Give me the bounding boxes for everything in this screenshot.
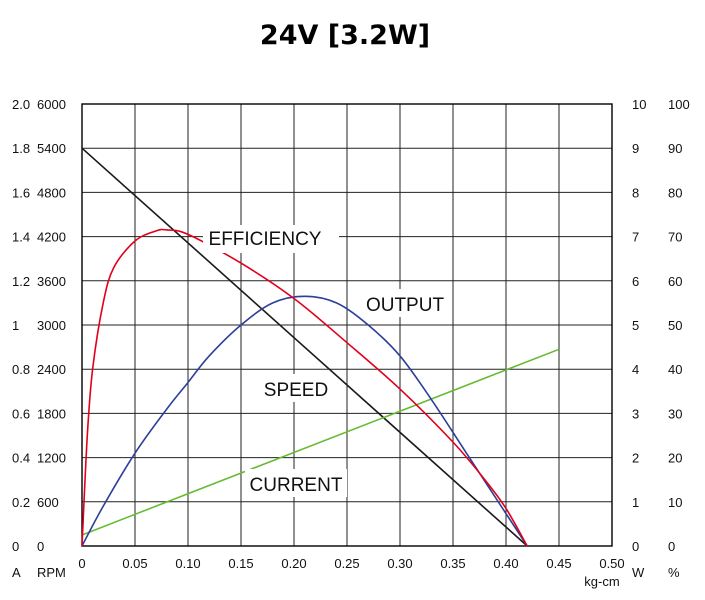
series-output-line — [81, 295, 528, 547]
right-axis-tick-label: 60 — [668, 274, 682, 289]
unit-label-percent: % — [668, 565, 680, 580]
series-labels: EFFICIENCY OUTPUT SPEED CURRENT — [203, 225, 447, 497]
label-background — [245, 469, 347, 497]
label-background — [260, 374, 332, 402]
unit-label-w: W — [632, 565, 645, 580]
plot-frame — [81, 103, 613, 547]
series-label-output: OUTPUT — [366, 295, 445, 316]
right-axis-tick-label: 7 — [632, 230, 639, 245]
unit-label-kg-cm: kg-cm — [584, 574, 619, 589]
left-axis-rpm-tick-label: 4200 — [37, 230, 66, 245]
right-axis-tick-label: 40 — [668, 362, 682, 377]
x-tick-label: 0.15 — [228, 556, 253, 571]
right-axis-tick-label: 90 — [668, 141, 682, 156]
x-tick-label: 0.50 — [599, 556, 624, 571]
series-label-current: CURRENT — [250, 475, 343, 496]
left-axis-rpm-tick-label: 3000 — [37, 318, 66, 333]
series-label-efficiency: EFFICIENCY — [209, 229, 322, 250]
right-axis-tick-label: 8 — [632, 185, 639, 200]
left-axis-a-tick-label: 1.2 — [12, 274, 30, 289]
left-axis-rpm-tick-label: 0 — [37, 539, 44, 554]
left-axis-a-tick-label: 1 — [12, 318, 19, 333]
right-axis-tick-label: 50 — [668, 318, 682, 333]
left-axis-a-tick-label: 0.6 — [12, 406, 30, 421]
x-tick-label: 0.10 — [175, 556, 200, 571]
series-speed-line — [81, 147, 528, 547]
x-tick-label: 0.20 — [281, 556, 306, 571]
series-efficiency-line — [81, 228, 528, 547]
left-axis-rpm-tick-label: 5400 — [37, 141, 66, 156]
chart-title: 24V [3.2W] — [260, 20, 430, 51]
label-background — [363, 289, 447, 317]
x-tick-label: 0.25 — [334, 556, 359, 571]
left-axis-a-tick-label: 0.2 — [12, 495, 30, 510]
right-axis-tick-label: 1 — [632, 495, 639, 510]
left-axis-rpm-tick-label: 600 — [37, 495, 59, 510]
left-axis-rpm-tick-label: 6000 — [37, 97, 66, 112]
right-axis-tick-label: 2 — [632, 451, 639, 466]
right-axis-tick-label: 4 — [632, 362, 639, 377]
right-axis-tick-label: 30 — [668, 406, 682, 421]
right-axis-tick-label: 3 — [632, 406, 639, 421]
tick-labels: 0 0.05 0.10 0.15 0.20 0.25 0.30 0.35 0.40 0.45 0.5… — [12, 97, 690, 589]
right-axis-tick-label: 70 — [668, 230, 682, 245]
left-axis-rpm-tick-label: 4800 — [37, 185, 66, 200]
right-axis-tick-label: 20 — [668, 451, 682, 466]
x-tick-label: 0.30 — [387, 556, 412, 571]
series-current-line — [81, 348, 560, 536]
right-axis-tick-label: 0 — [632, 539, 639, 554]
x-tick-label: 0.45 — [546, 556, 571, 571]
left-axis-a-tick-label: 0.8 — [12, 362, 30, 377]
right-axis-tick-label: 80 — [668, 185, 682, 200]
left-axis-rpm-tick-label: 3600 — [37, 274, 66, 289]
left-axis-rpm-tick-label: 1800 — [37, 406, 66, 421]
left-axis-a-tick-label: 0.4 — [12, 451, 30, 466]
left-axis-a-tick-label: 1.4 — [12, 230, 30, 245]
grid — [81, 103, 613, 547]
series-label-speed: SPEED — [264, 380, 328, 401]
x-tick-label: 0.35 — [440, 556, 465, 571]
left-axis-rpm-tick-label: 2400 — [37, 362, 66, 377]
right-axis-tick-label: 6 — [632, 274, 639, 289]
unit-label-rpm: RPM — [37, 565, 66, 580]
right-axis-tick-label: 10 — [632, 97, 646, 112]
right-axis-tick-label: 0 — [668, 539, 675, 554]
x-tick-label: 0.40 — [493, 556, 518, 571]
x-tick-label: 0.05 — [122, 556, 147, 571]
unit-label-a: A — [12, 565, 21, 580]
left-axis-a-tick-label: 0 — [12, 539, 19, 554]
right-axis-tick-label: 5 — [632, 318, 639, 333]
right-axis-tick-label: 100 — [668, 97, 690, 112]
x-tick-label: 0 — [78, 556, 85, 571]
left-axis-a-tick-label: 1.6 — [12, 185, 30, 200]
label-background — [203, 225, 339, 253]
right-axis-tick-label: 10 — [668, 495, 682, 510]
left-axis-a-tick-label: 1.8 — [12, 141, 30, 156]
right-axis-tick-label: 9 — [632, 141, 639, 156]
left-axis-rpm-tick-label: 1200 — [37, 451, 66, 466]
series-layer — [81, 147, 560, 547]
left-axis-a-tick-label: 2.0 — [12, 97, 30, 112]
